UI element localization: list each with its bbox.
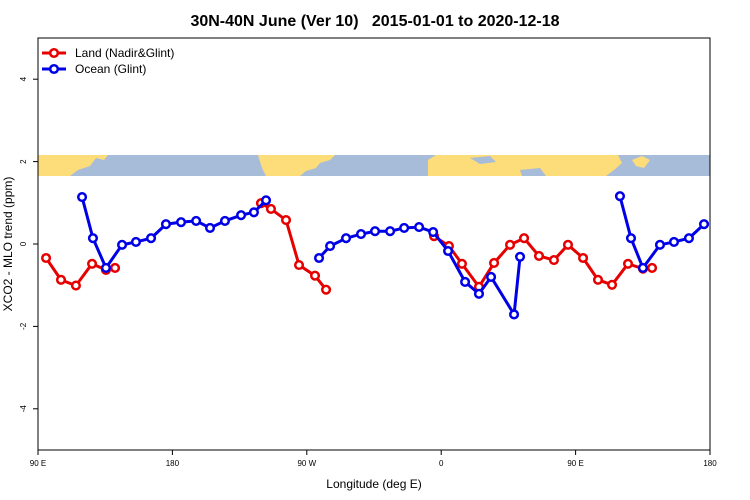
point bbox=[176, 217, 187, 228]
point bbox=[668, 236, 680, 247]
x-axis-label: Longitude (deg E) bbox=[326, 477, 421, 491]
point bbox=[160, 219, 172, 230]
series-line bbox=[80, 195, 706, 320]
point bbox=[313, 252, 325, 264]
point bbox=[625, 233, 637, 244]
chart-title: 30N-40N June (Ver 10) 2015-01-01 to 2020… bbox=[190, 13, 559, 30]
legend-marker bbox=[48, 63, 60, 75]
point bbox=[280, 215, 292, 226]
point bbox=[260, 195, 272, 206]
x-tick-label: 90 E bbox=[30, 459, 46, 468]
point bbox=[87, 233, 99, 244]
y-axis-label: XCO2 - MLO trend (ppm) bbox=[1, 177, 15, 312]
point bbox=[355, 229, 367, 240]
point bbox=[514, 251, 526, 262]
point bbox=[70, 280, 81, 291]
point bbox=[293, 259, 305, 271]
point bbox=[77, 191, 88, 203]
point bbox=[614, 191, 626, 202]
point bbox=[341, 233, 352, 244]
point bbox=[117, 239, 128, 250]
point bbox=[385, 226, 396, 237]
point bbox=[504, 239, 516, 250]
point bbox=[100, 262, 111, 273]
legend-label: Land (Nadir&Glint) bbox=[75, 46, 174, 60]
y-tick-label: 0 bbox=[19, 241, 28, 246]
point bbox=[41, 252, 52, 264]
point bbox=[509, 309, 520, 320]
point bbox=[87, 258, 98, 269]
point bbox=[130, 236, 142, 247]
point bbox=[647, 262, 658, 273]
point bbox=[204, 222, 216, 233]
point bbox=[325, 241, 336, 252]
point bbox=[265, 203, 277, 215]
point bbox=[456, 258, 468, 269]
point bbox=[428, 227, 439, 238]
point bbox=[55, 274, 67, 285]
point bbox=[489, 257, 500, 269]
point bbox=[309, 270, 321, 281]
point bbox=[519, 233, 530, 244]
point bbox=[683, 233, 694, 244]
point bbox=[637, 262, 648, 273]
point bbox=[562, 239, 574, 250]
point bbox=[321, 284, 332, 295]
point bbox=[236, 210, 247, 221]
y-tick-label: -2 bbox=[19, 322, 28, 330]
point bbox=[369, 226, 381, 237]
y-tick-label: -4 bbox=[19, 405, 28, 413]
legend-label: Ocean (Glint) bbox=[75, 62, 146, 76]
y-tick-label: 2 bbox=[19, 159, 28, 164]
point bbox=[473, 288, 485, 299]
point bbox=[110, 262, 121, 273]
point bbox=[654, 239, 666, 250]
point bbox=[622, 258, 634, 269]
point bbox=[486, 271, 497, 283]
point bbox=[219, 215, 231, 226]
point bbox=[248, 207, 259, 218]
point bbox=[698, 219, 710, 230]
point bbox=[548, 255, 559, 266]
point bbox=[399, 222, 410, 233]
x-tick-label: 180 bbox=[166, 459, 180, 468]
point bbox=[578, 252, 589, 264]
x-tick-label: 90 E bbox=[567, 459, 583, 468]
x-tick-label: 180 bbox=[703, 459, 717, 468]
point bbox=[606, 279, 618, 290]
point bbox=[145, 233, 157, 244]
y-tick-label: 4 bbox=[19, 76, 28, 81]
x-tick-label: 90 W bbox=[297, 459, 316, 468]
point bbox=[460, 276, 471, 287]
point bbox=[443, 245, 454, 257]
map-strip bbox=[38, 155, 710, 176]
point bbox=[592, 274, 604, 285]
point bbox=[414, 222, 425, 233]
point bbox=[533, 250, 545, 261]
x-tick-label: 0 bbox=[439, 459, 444, 468]
point bbox=[191, 215, 202, 226]
legend-marker bbox=[48, 47, 60, 59]
